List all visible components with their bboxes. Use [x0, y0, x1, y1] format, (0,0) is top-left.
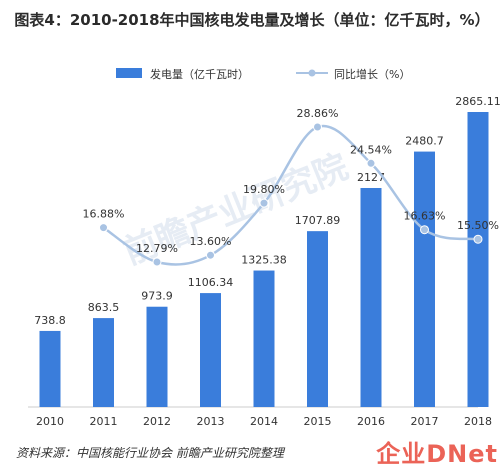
growth-marker-2011 — [99, 223, 108, 233]
legend-bar-label: 发电量（亿千瓦时） — [150, 67, 249, 81]
bar-series — [39, 112, 489, 407]
bar-label-2016: 2127 — [357, 171, 385, 184]
bar-label-2010: 738.8 — [34, 314, 66, 327]
legend-bar-swatch — [116, 68, 142, 78]
x-tick-2015: 2015 — [304, 415, 332, 428]
growth-labels: 16.88% 12.79% 13.60% 19.80% 28.86% 24.54% 16.6… — [83, 107, 499, 255]
legend-line-marker — [308, 69, 316, 77]
bar-label-2011: 863.5 — [88, 301, 120, 314]
bar-2017 — [414, 151, 435, 407]
bar-2018 — [467, 112, 489, 407]
growth-label-2014: 19.80% — [243, 183, 285, 196]
bar-2011 — [93, 318, 114, 407]
bar-labels: 738.8 863.5 973.9 1106.34 1325.38 1707.89 2127… — [34, 95, 501, 327]
growth-marker-2015 — [313, 122, 322, 132]
growth-marker-2016 — [366, 158, 376, 168]
bar-2015 — [307, 231, 328, 407]
growth-line — [102, 124, 479, 266]
bar-label-2012: 973.9 — [141, 290, 173, 303]
bar-2010 — [39, 330, 61, 407]
x-tick-2016: 2016 — [357, 415, 385, 428]
x-tick-2014: 2014 — [250, 415, 278, 428]
growth-label-2016: 24.54% — [350, 143, 392, 156]
legend-line-label: 同比增长（%） — [334, 67, 410, 81]
x-tick-2017: 2017 — [411, 415, 439, 428]
bar-label-2018: 2865.11 — [455, 95, 501, 108]
bar-2013 — [200, 293, 221, 407]
growth-marker-2018 — [473, 234, 483, 244]
x-tick-labels: 2010 2011 2012 2013 2014 2015 2016 2017 2018 — [36, 415, 492, 428]
bar-label-2015: 1707.89 — [295, 214, 341, 227]
growth-label-2011: 16.88% — [83, 208, 125, 221]
bar-label-2014: 1325.38 — [241, 254, 287, 267]
growth-marker-2014 — [259, 198, 269, 208]
growth-label-2015: 28.86% — [297, 107, 339, 120]
bar-label-2017: 2480.7 — [405, 135, 444, 148]
x-tick-2018: 2018 — [464, 415, 492, 428]
source-note: 资料来源：中国核能行业协会 前瞻产业研究院整理 — [16, 446, 284, 460]
x-tick-2011: 2011 — [90, 415, 118, 428]
growth-label-2013: 13.60% — [190, 235, 232, 248]
x-tick-2012: 2012 — [143, 415, 171, 428]
growth-marker-2017 — [420, 225, 429, 235]
growth-label-2018: 15.50% — [457, 219, 499, 232]
growth-marker-2013 — [206, 250, 215, 260]
chart-title: 图表4：2010-2018年中国核电发电量及增长（单位：亿千瓦时，%） — [14, 11, 490, 29]
brand-watermark: 企业DNet — [376, 440, 498, 468]
growth-label-2012: 12.79% — [136, 242, 178, 255]
x-tick-2010: 2010 — [36, 415, 64, 428]
growth-marker-2012 — [152, 257, 162, 267]
legend: 发电量（亿千瓦时） 同比增长（%） — [116, 67, 410, 81]
growth-markers — [99, 122, 483, 267]
growth-label-2017: 16.63% — [404, 210, 446, 223]
bar-2016 — [360, 187, 382, 407]
bar-2014 — [253, 270, 275, 407]
bar-2012 — [146, 306, 168, 407]
x-tick-2013: 2013 — [197, 415, 225, 428]
bar-label-2013: 1106.34 — [188, 276, 234, 289]
